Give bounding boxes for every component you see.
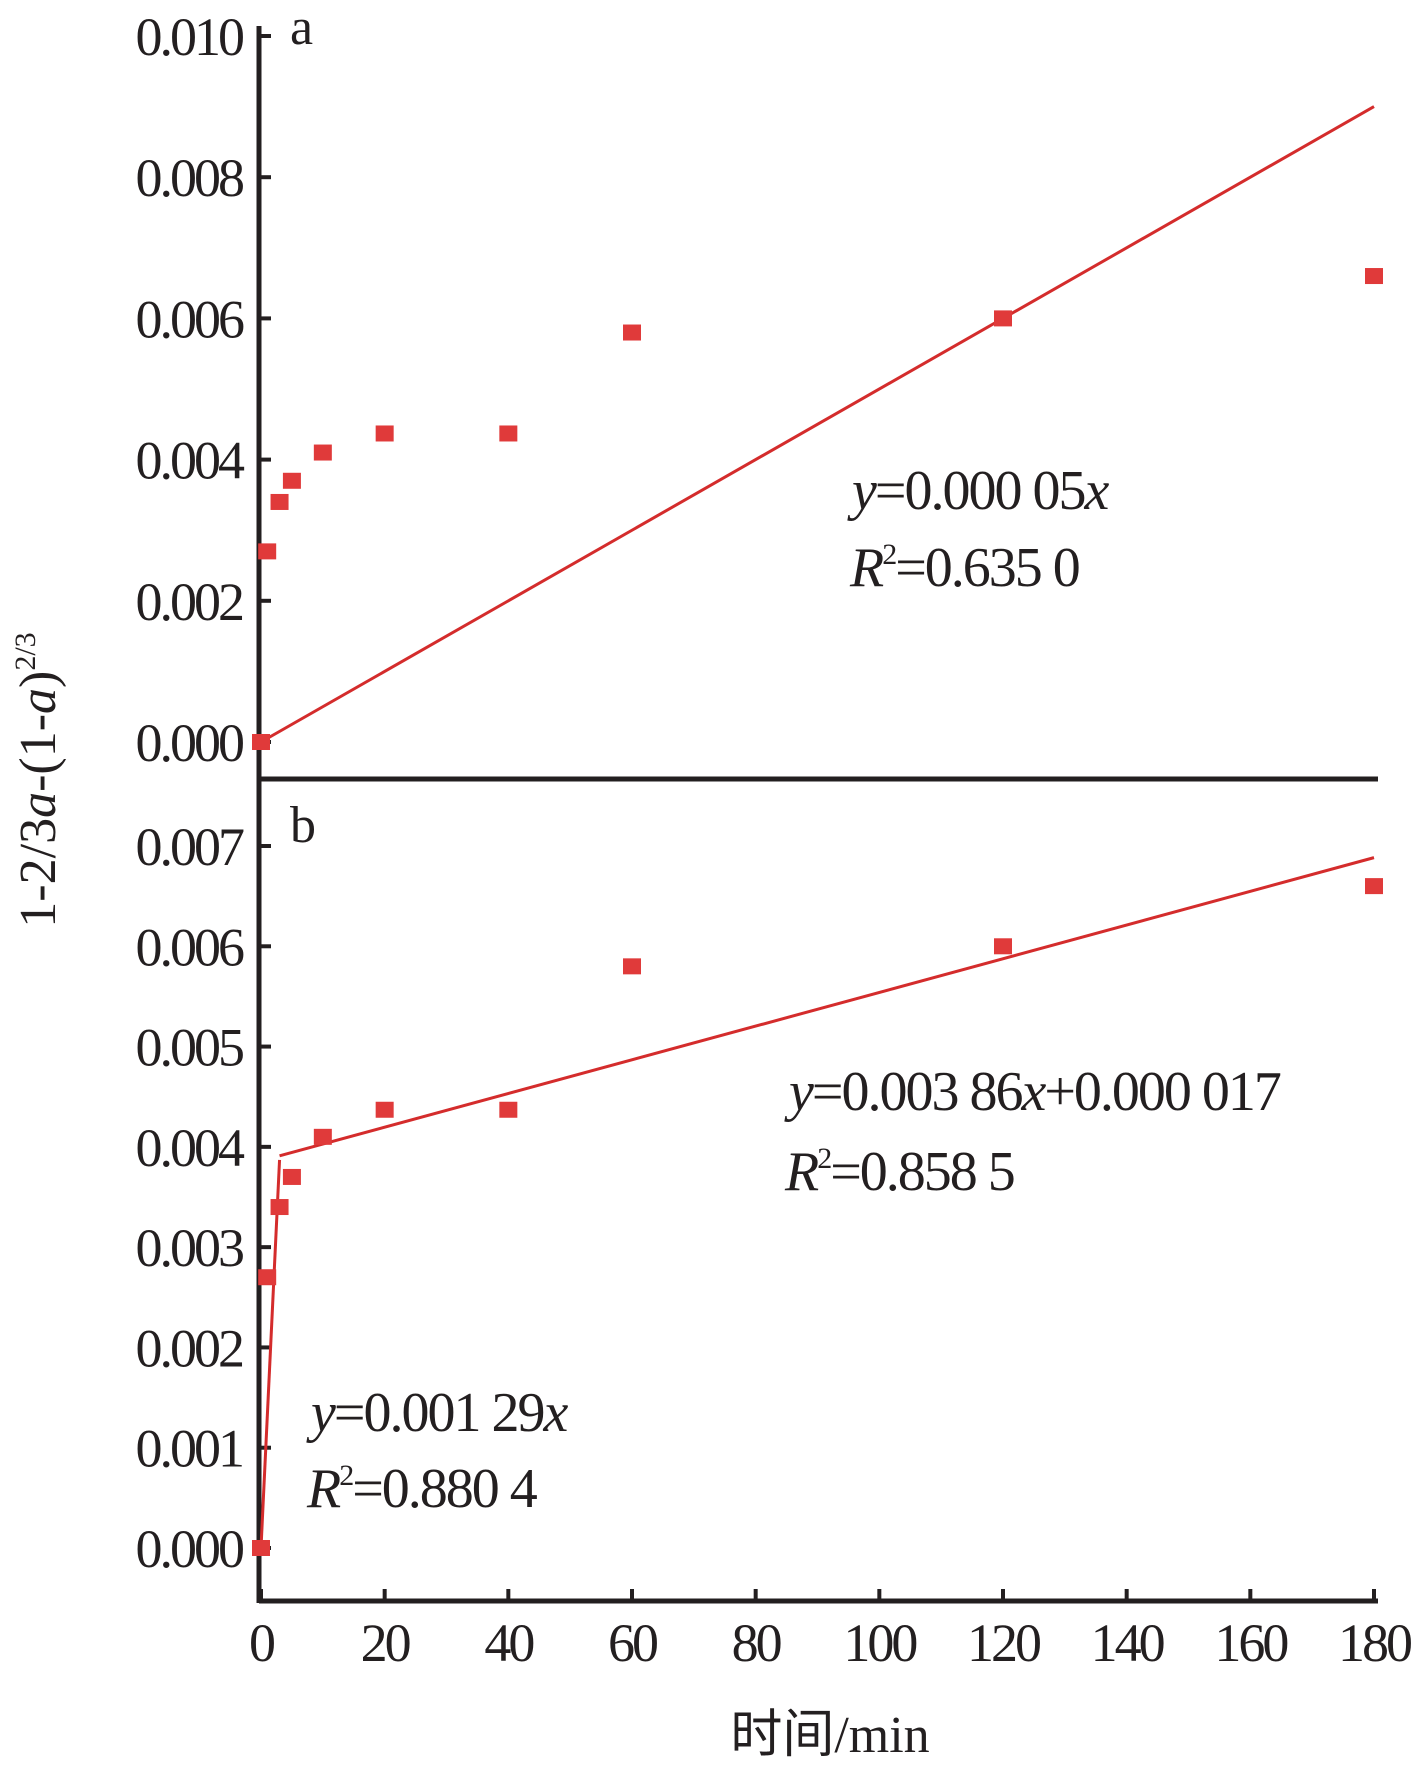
x-tick-label: 60 — [608, 1613, 657, 1673]
data-point — [623, 324, 641, 341]
y-tick-label: 0.001 — [136, 1419, 243, 1479]
data-point — [258, 1269, 277, 1286]
panel-b-r-squared-2: R2=0.858 5 — [784, 1141, 1014, 1203]
y-tick-label: 0.007 — [136, 817, 245, 877]
data-point — [1365, 878, 1383, 895]
fit-line — [260, 105, 1375, 744]
data-point — [252, 1540, 270, 1556]
y-tick-label: 0.002 — [136, 1318, 244, 1378]
panel-a-equation: y=0.000 05x — [847, 460, 1109, 522]
data-point — [375, 425, 394, 442]
y-tick-label: 0.004 — [136, 431, 246, 491]
panel-b: 0.000 0.001 0.002 0.003 0.004 0.005 0.006 0.007… — [136, 779, 1414, 1673]
y-tick-label: 0.006 — [136, 289, 245, 349]
data-point — [282, 472, 301, 489]
y-tick-label: 0.004 — [136, 1118, 246, 1178]
data-point — [282, 1168, 301, 1185]
panel-a-label: a — [290, 0, 313, 56]
data-point — [499, 1101, 518, 1118]
y-axis-title: 1-2/3a-(1-a)2/3 — [9, 632, 67, 927]
panel-b-equation-1: y=0.001 29x — [306, 1382, 568, 1444]
panel-b-r-squared-1: R2=0.880 4 — [306, 1458, 538, 1520]
x-tick-label: 140 — [1091, 1613, 1164, 1673]
y-tick-label: 0.008 — [136, 148, 244, 208]
x-tick-label: 180 — [1338, 1613, 1411, 1673]
y-tick-label: 0.003 — [136, 1218, 244, 1278]
x-tick-label: 0 — [249, 1613, 274, 1673]
data-point — [623, 958, 641, 975]
panel-a: 0.000 0.002 0.004 0.006 0.008 0.010 a y=0.000… — [136, 0, 1383, 782]
x-tick-label: 20 — [361, 1613, 410, 1673]
y-tick-label: 0.000 — [136, 713, 244, 773]
x-tick-label: 100 — [843, 1613, 916, 1673]
data-point — [270, 1199, 289, 1216]
x-tick-label: 120 — [967, 1613, 1040, 1673]
data-point — [1365, 268, 1383, 285]
x-tick-label: 40 — [484, 1613, 533, 1673]
y-tick-label: 0.005 — [136, 1018, 244, 1078]
fit-line — [259, 1159, 282, 1549]
data-point — [270, 493, 289, 510]
data-point — [258, 543, 277, 560]
data-point — [499, 425, 518, 442]
panel-b-label: b — [290, 797, 316, 854]
data-point — [313, 444, 332, 461]
data-point — [313, 1128, 332, 1145]
x-tick-label: 160 — [1214, 1613, 1287, 1673]
data-point — [994, 938, 1012, 955]
y-tick-label: 0.010 — [136, 7, 244, 67]
data-point — [375, 1101, 394, 1118]
x-axis-title: 时间/min — [730, 1707, 929, 1764]
panel-a-r-squared: R2=0.635 0 — [849, 537, 1079, 599]
y-tick-label: 0.002 — [136, 572, 244, 632]
data-point — [252, 734, 270, 750]
data-point — [994, 310, 1012, 327]
panel-b-equation-2: y=0.003 86x+0.000 017 — [784, 1061, 1281, 1123]
y-tick-label: 0.000 — [136, 1519, 244, 1579]
y-tick-label: 0.006 — [136, 917, 245, 977]
x-tick-label: 80 — [732, 1613, 781, 1673]
fit-line — [279, 856, 1375, 1158]
